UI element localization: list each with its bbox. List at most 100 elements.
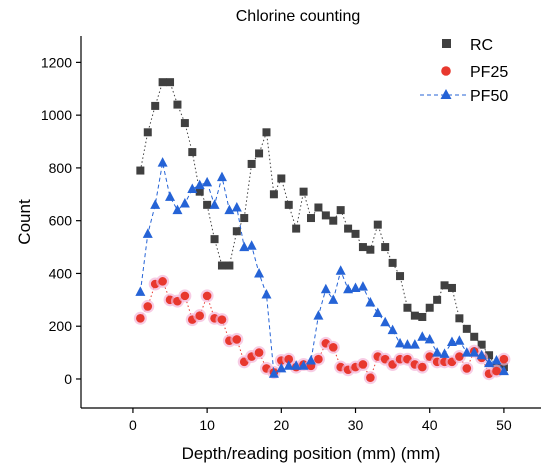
- data-point-rc: [232, 227, 241, 236]
- series-pf25: [133, 274, 511, 385]
- data-point-rc: [314, 203, 323, 212]
- data-point-rc: [418, 312, 427, 321]
- data-point-rc: [321, 211, 330, 220]
- data-point-rc: [292, 224, 301, 233]
- data-point-rc: [425, 303, 434, 312]
- data-point-pf50: [432, 347, 443, 357]
- data-point-pf50: [216, 171, 227, 182]
- x-axis-title: Depth/reading position (mm) (mm): [182, 444, 441, 463]
- data-point-rc: [344, 224, 353, 233]
- legend-label-pf25: PF25: [470, 64, 508, 81]
- data-point-pf25: [417, 362, 427, 372]
- axes: [80, 36, 541, 409]
- data-point-pf25: [232, 335, 242, 344]
- data-point-pf50: [135, 286, 146, 296]
- data-point-rc: [173, 100, 182, 109]
- legend-marker-rc: [442, 39, 451, 48]
- data-point-pf25: [180, 291, 190, 301]
- data-point-pf50: [454, 335, 465, 345]
- data-point-rc: [462, 324, 471, 333]
- data-point-pf50: [187, 183, 198, 194]
- data-point-rc: [388, 258, 397, 267]
- data-point-rc: [255, 149, 264, 158]
- data-point-pf50: [276, 362, 287, 373]
- data-point-pf25: [462, 364, 472, 373]
- data-point-pf50: [142, 228, 153, 238]
- data-point-pf50: [239, 241, 250, 252]
- data-point-pf50: [291, 360, 302, 370]
- data-point-pf50: [461, 347, 472, 357]
- y-axis-title: Count: [15, 199, 34, 245]
- data-point-rc: [299, 187, 308, 196]
- data-point-pf50: [357, 281, 368, 291]
- data-point-pf50: [306, 355, 316, 365]
- data-point-pf25: [254, 348, 264, 357]
- data-point-rc: [358, 243, 367, 252]
- y-tick-label: 0: [64, 371, 72, 387]
- data-point-pf50: [298, 360, 309, 370]
- data-point-pf50: [172, 204, 183, 215]
- y-tick-label: 600: [49, 213, 73, 229]
- series-rc: [136, 78, 508, 373]
- data-point-rc: [240, 214, 249, 223]
- data-point-pf50: [246, 240, 257, 250]
- x-tick-label: 20: [274, 417, 290, 433]
- data-point-pf50: [446, 336, 457, 347]
- data-point-pf50: [209, 199, 220, 209]
- data-point-rc: [262, 128, 271, 137]
- data-point-pf50: [268, 368, 279, 378]
- x-tick-label: 30: [348, 417, 364, 433]
- data-point-rc: [477, 340, 486, 349]
- data-point-rc: [433, 295, 442, 304]
- data-point-pf50: [328, 294, 339, 304]
- data-point-rc: [217, 261, 226, 270]
- data-point-pf50: [409, 339, 420, 349]
- x-ticks: 0 10 20 30 40 50: [129, 408, 512, 433]
- data-point-pf50: [313, 310, 324, 320]
- data-point-pf50: [157, 157, 168, 167]
- data-point-pf25: [158, 277, 167, 286]
- data-point-rc: [351, 229, 360, 238]
- data-point-rc: [210, 235, 219, 244]
- x-tick-label: 10: [199, 417, 215, 433]
- data-point-pf50: [498, 365, 509, 376]
- data-point-rc: [455, 314, 464, 323]
- data-point-pf50: [231, 201, 242, 212]
- data-point-pf50: [283, 360, 294, 370]
- data-point-pf50: [424, 333, 435, 344]
- legend-marker-pf25: [441, 66, 451, 76]
- data-point-pf50: [335, 265, 346, 275]
- data-point-rc: [485, 351, 494, 360]
- data-point-pf25: [217, 315, 227, 324]
- data-point-pf25: [136, 313, 145, 323]
- data-point-pf50: [380, 316, 391, 327]
- data-point-rc: [151, 101, 160, 110]
- data-point-rc: [269, 190, 278, 199]
- data-point-pf50: [395, 337, 406, 348]
- data-point-rc: [158, 78, 167, 87]
- data-point-pf50: [194, 179, 205, 190]
- data-point-rc: [470, 332, 479, 341]
- data-point-rc: [336, 206, 345, 215]
- data-point-pf25: [284, 354, 294, 364]
- data-point-pf25: [499, 354, 509, 364]
- data-point-pf50: [469, 347, 480, 357]
- data-point-pf50: [320, 283, 331, 294]
- data-point-pf50: [165, 191, 176, 201]
- data-point-pf50: [150, 199, 161, 209]
- data-point-pf25: [202, 291, 212, 301]
- legend-label-pf50: PF50: [470, 88, 508, 105]
- data-point-pf50: [343, 283, 354, 294]
- data-point-rc: [180, 119, 189, 128]
- data-point-rc: [143, 128, 152, 137]
- data-point-pf50: [402, 339, 413, 349]
- data-point-pf50: [387, 324, 398, 335]
- legend-marker-pf50: [440, 89, 452, 99]
- data-point-pf25: [143, 302, 153, 311]
- data-point-rc: [166, 78, 175, 87]
- series-pf50: [135, 157, 509, 378]
- data-point-rc: [136, 166, 145, 175]
- data-point-rc: [284, 200, 293, 209]
- data-point-pf50: [350, 282, 361, 292]
- data-point-rc: [225, 261, 234, 270]
